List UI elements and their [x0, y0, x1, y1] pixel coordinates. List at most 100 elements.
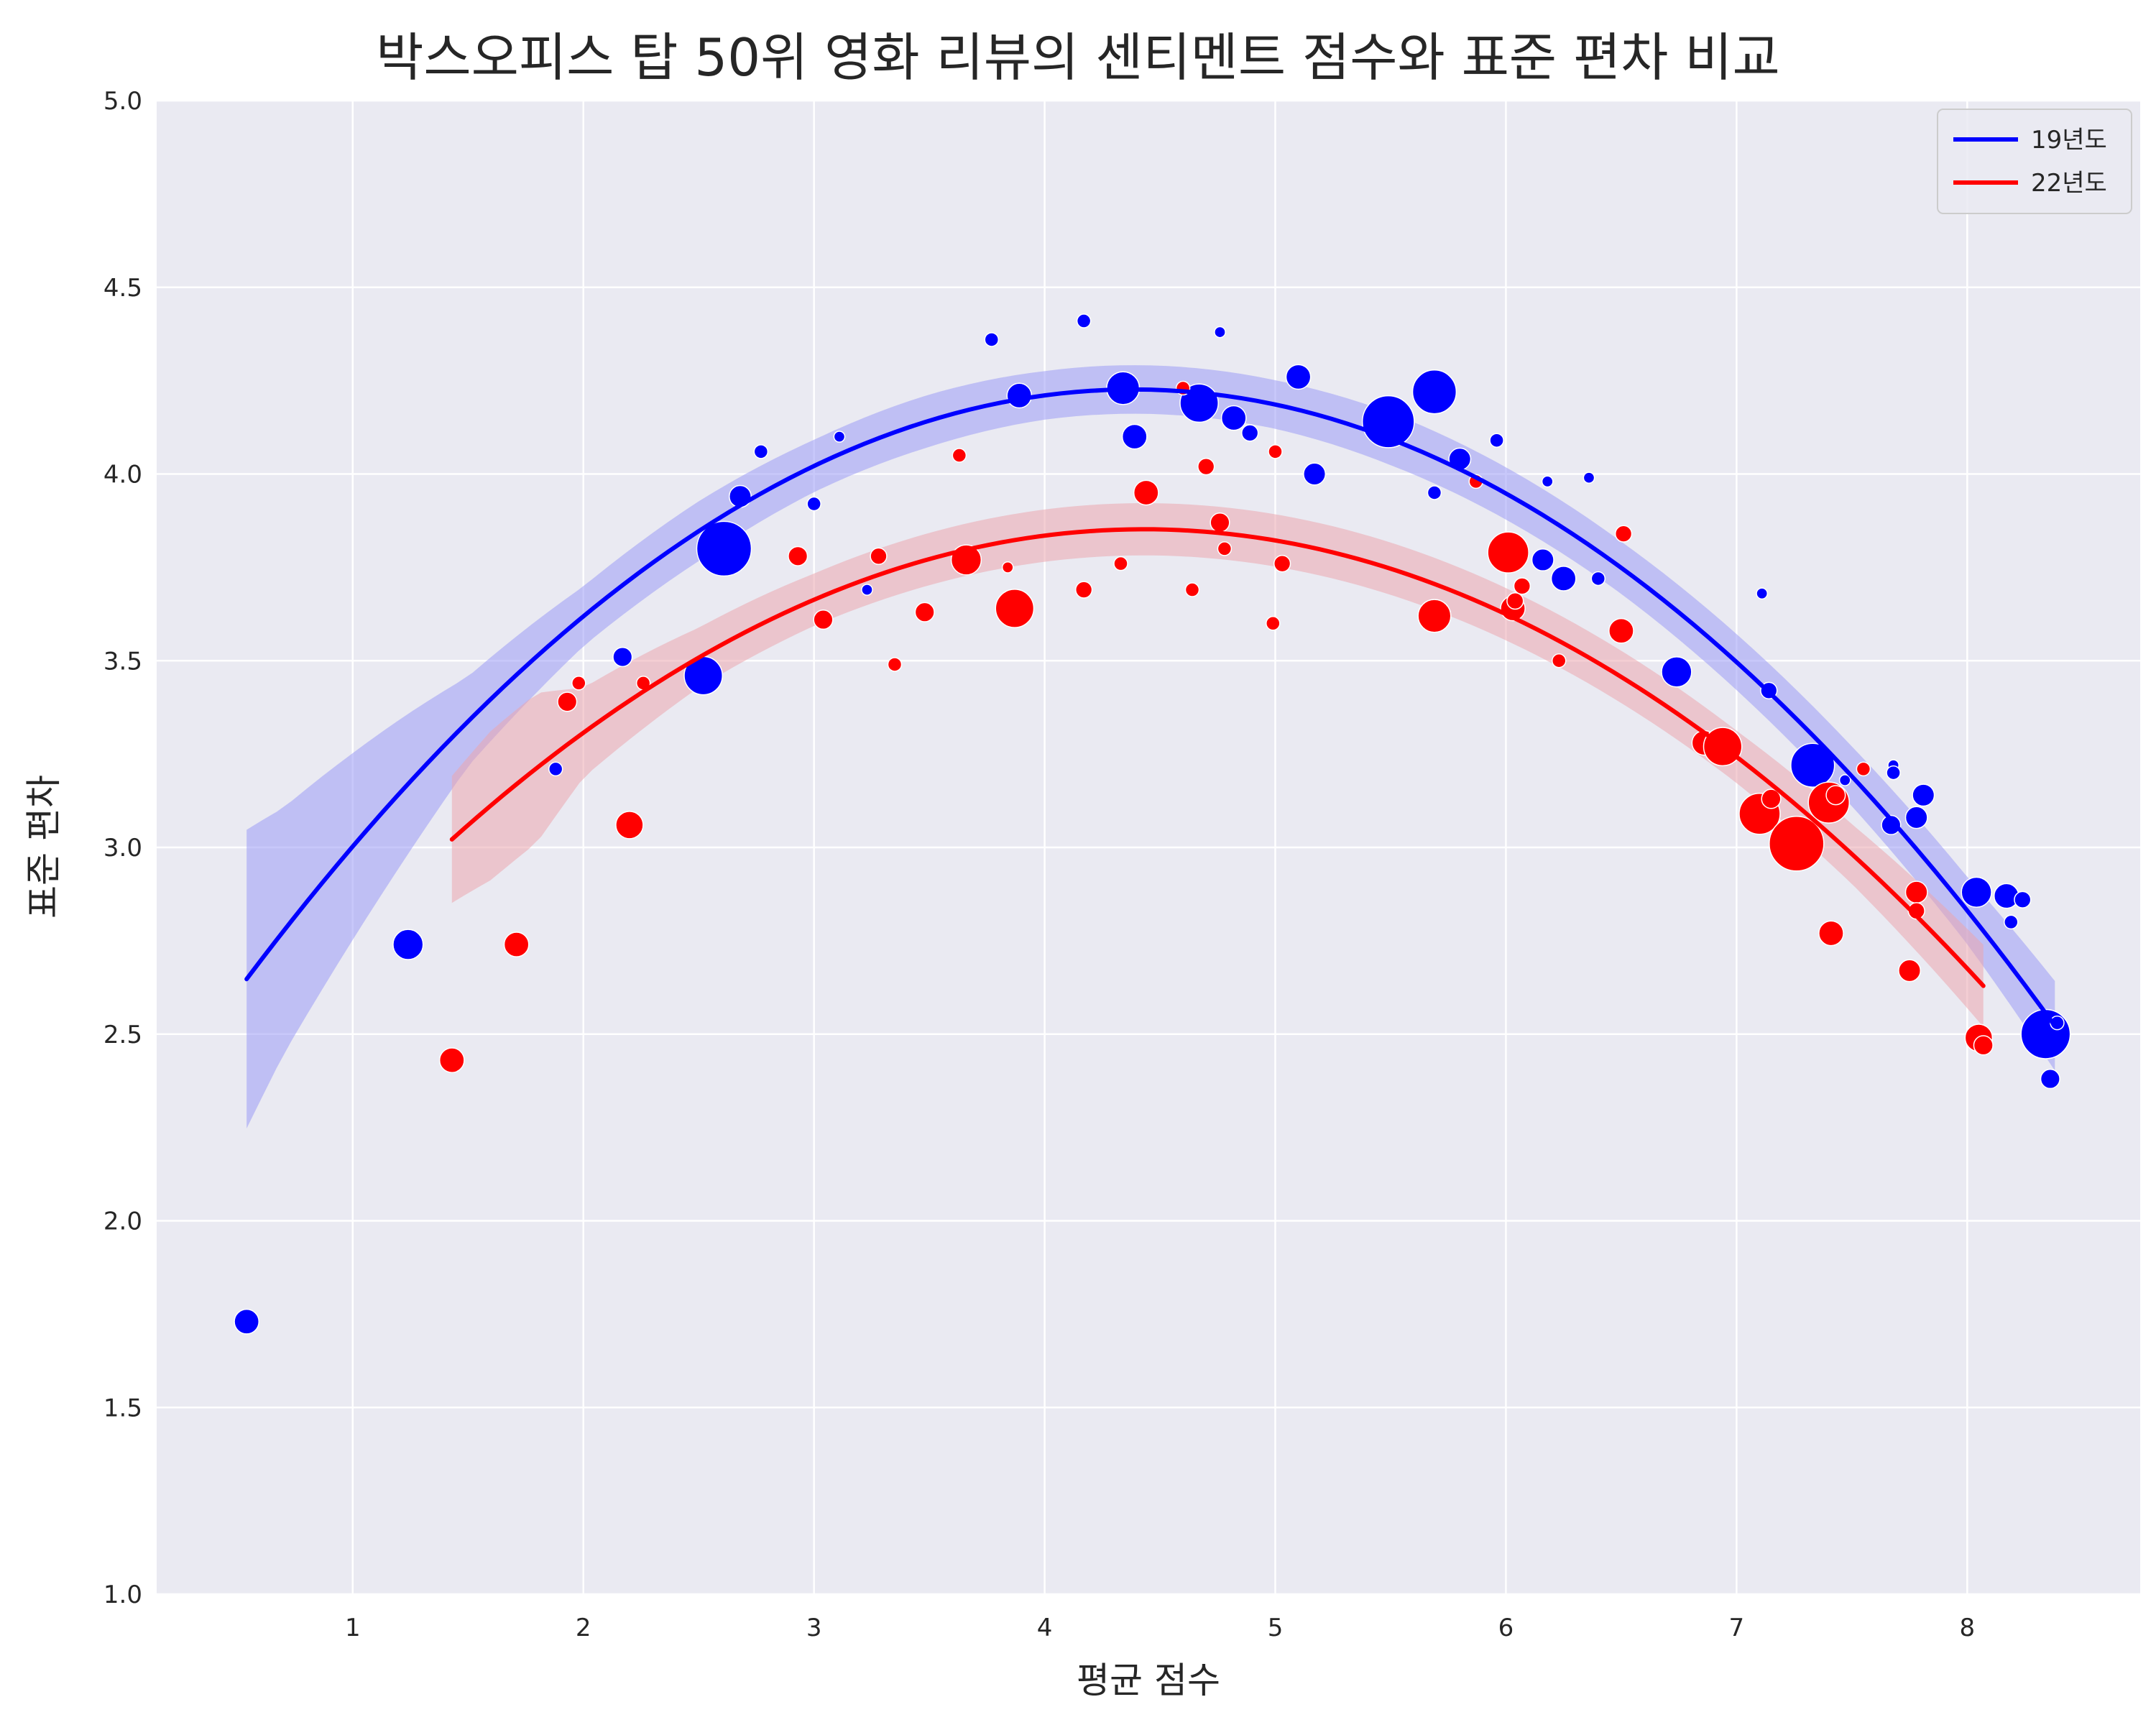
x-tick-label: 1	[345, 1614, 361, 1642]
scatter-point-series-0-46	[2020, 1008, 2071, 1059]
x-tick-label: 8	[1959, 1614, 1975, 1642]
scatter-point-series-1-19	[1184, 582, 1200, 597]
y-tick-label: 5.0	[103, 87, 142, 116]
scatter-point-series-0-47	[2040, 1069, 2060, 1090]
scatter-point-series-0-30	[1583, 472, 1595, 484]
scatter-point-series-0-23	[1411, 369, 1457, 415]
scatter-point-series-1-44	[1898, 959, 1922, 983]
scatter-point-series-1-41	[1818, 920, 1844, 947]
scatter-point-series-1-48	[1973, 1035, 1994, 1056]
scatter-points	[234, 313, 2071, 1335]
scatter-point-series-0-18	[1220, 405, 1247, 431]
scatter-point-series-0-28	[1541, 475, 1554, 488]
scatter-point-series-1-38	[1761, 788, 1782, 809]
scatter-point-series-0-35	[1790, 742, 1835, 788]
scatter-point-series-1-32	[1552, 653, 1567, 668]
scatter-point-series-1-20	[1197, 457, 1215, 476]
legend: 19년도 22년도	[1937, 109, 2132, 214]
scatter-point-series-1-24	[1268, 444, 1283, 459]
x-tick-label: 2	[576, 1614, 591, 1642]
scatter-point-series-0-44	[2004, 914, 2019, 930]
scatter-point-series-1-23	[1266, 616, 1281, 631]
scatter-point-series-0-19	[1241, 424, 1259, 442]
scatter-point-series-1-11	[952, 448, 967, 463]
scatter-point-series-1-6	[788, 546, 808, 566]
scatter-point-series-1-43	[1856, 761, 1871, 777]
y-tick-label: 3.5	[103, 647, 142, 676]
scatter-point-series-1-15	[1074, 581, 1093, 599]
scatter-point-series-0-10	[861, 584, 873, 596]
y-tick-label: 2.0	[103, 1208, 142, 1236]
legend-label-series-1: 22년도	[2031, 169, 2107, 198]
y-tick-label: 4.0	[103, 461, 142, 489]
scatter-point-series-0-1	[392, 929, 424, 960]
scatter-point-series-1-17	[1133, 479, 1159, 506]
scatter-point-series-1-34	[1614, 525, 1633, 543]
scatter-point-series-0-26	[1489, 433, 1504, 448]
fit-lines	[244, 387, 2058, 1029]
scatter-point-series-1-31	[1513, 577, 1531, 595]
scatter-point-series-0-21	[1303, 462, 1327, 486]
fit-line-series-0	[244, 387, 2058, 1029]
scatter-point-series-1-13	[1001, 561, 1014, 574]
scatter-point-series-1-26	[1417, 599, 1452, 633]
scatter-point-series-1-28	[1487, 531, 1529, 574]
scatter-point-series-0-45	[2014, 891, 2032, 908]
scatter-point-series-1-30	[1506, 592, 1524, 610]
gridlines	[157, 99, 2140, 1596]
scatter-point-series-0-42	[1961, 876, 1992, 908]
scatter-point-series-1-42	[1825, 785, 1846, 806]
scatter-point-series-0-40	[1904, 806, 1928, 829]
chart-title: 박스오피스 탑 50위 영화 리뷰의 센티멘트 점수와 표준 편차 비교	[376, 27, 1780, 88]
scatter-point-series-1-16	[1113, 556, 1128, 571]
scatter-point-series-1-3	[571, 676, 586, 691]
scatter-point-series-1-1	[503, 932, 530, 957]
scatter-point-series-0-17	[1214, 326, 1226, 339]
legend-label-series-0: 19년도	[2031, 126, 2107, 155]
y-tick-label: 1.5	[103, 1394, 142, 1422]
scatter-point-series-0-24	[1427, 485, 1442, 500]
x-tick-label: 5	[1268, 1614, 1284, 1642]
scatter-point-series-0-0	[234, 1308, 260, 1335]
scatter-point-series-0-27	[1531, 548, 1554, 571]
x-tick-label: 3	[806, 1614, 822, 1642]
scatter-point-series-0-11	[984, 332, 1000, 347]
x-axis-label: 평균 점수	[1077, 1660, 1220, 1701]
x-axis-ticks: 1 2 3 4 5 6 7 8	[345, 1614, 1975, 1642]
scatter-point-series-0-2	[548, 761, 563, 777]
scatter-point-series-0-41	[1912, 783, 1935, 807]
scatter-point-series-1-7	[813, 610, 834, 630]
scatter-point-series-0-3	[612, 647, 633, 668]
scatter-point-series-1-45	[1904, 880, 1928, 904]
scatter-point-series-1-33	[1608, 617, 1634, 644]
scatter-point-series-0-5	[696, 520, 752, 577]
scatter-point-series-1-39	[1769, 816, 1825, 872]
x-tick-label: 4	[1037, 1614, 1053, 1642]
scatter-point-series-0-36	[1838, 774, 1851, 786]
y-tick-label: 2.5	[103, 1021, 142, 1049]
x-tick-label: 7	[1729, 1614, 1745, 1642]
scatter-point-series-1-2	[557, 691, 578, 712]
scatter-point-series-0-12	[1006, 382, 1033, 409]
scatter-point-series-0-20	[1285, 364, 1312, 390]
scatter-point-series-1-14	[995, 589, 1035, 628]
y-tick-label: 1.0	[103, 1581, 142, 1609]
fit-line-series-1	[449, 527, 1986, 988]
scatter-point-series-0-13	[1076, 313, 1092, 328]
scatter-point-series-1-25	[1273, 555, 1291, 573]
y-axis-label: 표준 편차	[23, 775, 65, 919]
scatter-point-series-0-8	[806, 496, 821, 512]
scatter-point-series-1-22	[1217, 541, 1233, 556]
scatter-point-series-0-29	[1550, 566, 1577, 592]
scatter-point-series-0-32	[1661, 656, 1692, 688]
scatter-point-series-0-37	[1881, 814, 1902, 835]
legend-box	[1937, 109, 2132, 214]
y-tick-label: 4.5	[103, 274, 142, 303]
scatter-point-series-0-7	[753, 444, 769, 459]
scatter-point-series-0-39	[1886, 765, 1901, 781]
scatter-point-series-1-4	[615, 811, 644, 840]
scatter-point-series-1-0	[438, 1047, 465, 1073]
x-tick-label: 6	[1498, 1614, 1514, 1642]
y-axis-ticks: 1.0 1.5 2.0 2.5 3.0 3.5 4.0 4.5 5.0	[103, 87, 142, 1609]
